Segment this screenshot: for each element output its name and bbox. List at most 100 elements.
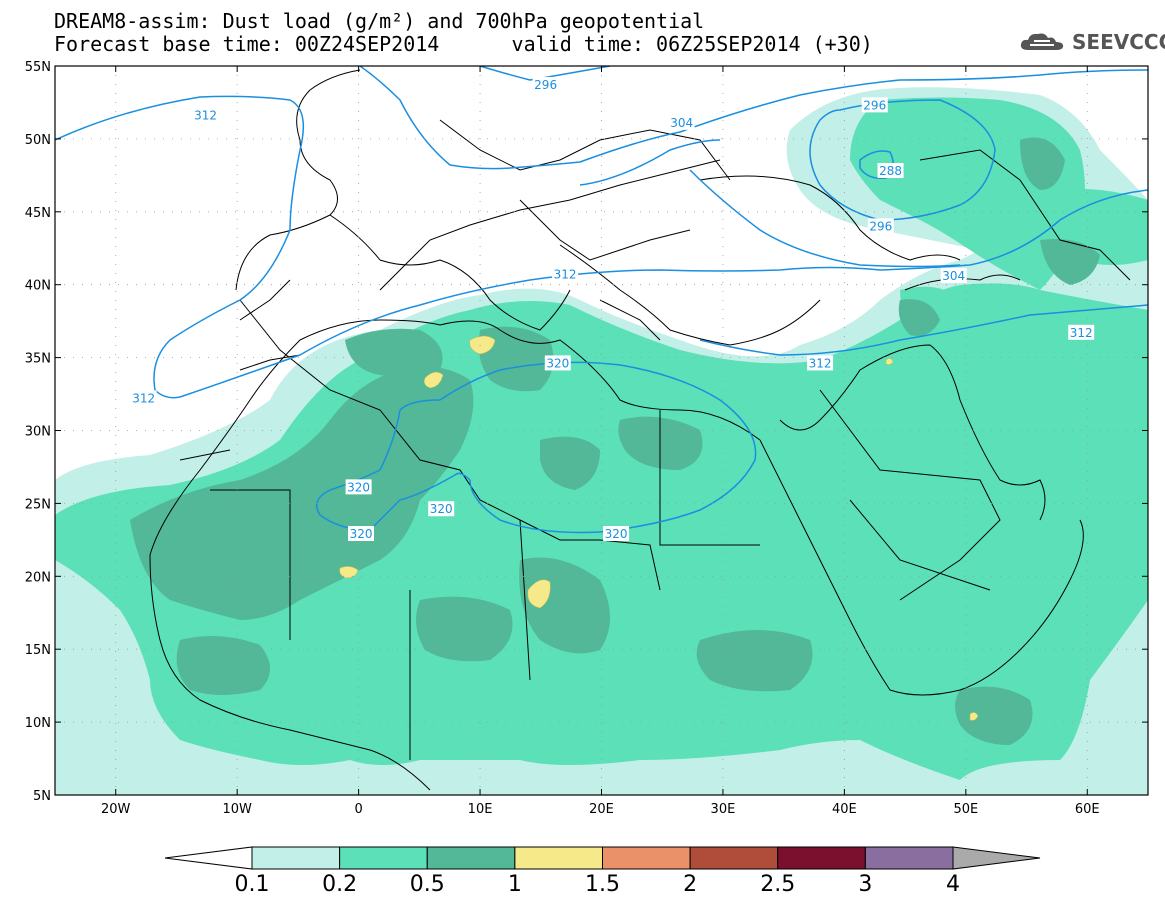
dust-high-layer (339, 335, 979, 721)
contour-label-background (867, 218, 894, 234)
contour-label: 304 (940, 267, 967, 283)
logo-text: SEEVCCC (1072, 30, 1165, 54)
colorbar-arrow-low (164, 846, 253, 870)
colorbar-tick-label: 0.1 (235, 872, 270, 897)
colorbar-tick-label: 2 (683, 872, 697, 897)
colorbar-tick-label: 1 (508, 872, 522, 897)
contour-label-background (668, 114, 695, 130)
lat-tick-label: 30N (25, 425, 51, 440)
lat-tick-label: 40N (25, 279, 51, 294)
contour-label: 312 (807, 355, 834, 371)
contour-label: 304 (668, 114, 695, 130)
contour-label: 296 (532, 76, 559, 92)
contour-label-background (940, 267, 967, 283)
contour-label: 320 (603, 526, 630, 542)
contour-label-text: 320 (350, 527, 373, 541)
cloud-icon (1020, 33, 1064, 50)
contour-label-text: 320 (546, 356, 569, 370)
lon-tick-label: 20E (589, 802, 614, 817)
lat-tick-label: 50N (25, 133, 51, 148)
colorbar-segment (339, 846, 428, 870)
contour-label-text: 312 (1070, 326, 1093, 340)
lat-tick-label: 20N (25, 570, 51, 585)
colorbar-tick-label: 1.5 (585, 872, 620, 897)
colorbar-arrow-high (952, 846, 1041, 870)
colorbar-tick-label: 3 (858, 872, 872, 897)
dust-dark-layer (130, 137, 1100, 745)
contour-label-text: 320 (347, 480, 370, 494)
longitude-axis: 20W 10W 0 10E 20E 30E 40E 50E 60E (101, 66, 1100, 817)
contour-label-background (348, 526, 375, 542)
colorbar-segment (514, 846, 603, 870)
map-plot-area (55, 66, 1148, 795)
lon-tick-label: 50E (953, 802, 978, 817)
lon-tick-label: 30E (711, 802, 736, 817)
colorbar-tick-label: 2.5 (760, 872, 795, 897)
contour-label: 320 (428, 501, 455, 517)
colorbar-tick-label: 0.5 (410, 872, 445, 897)
colorbar-segment (777, 846, 866, 870)
contour-label: 320 (348, 526, 375, 542)
contour-label-text: 296 (869, 219, 892, 233)
contour-label-text: 312 (194, 109, 217, 123)
contour-label: 312 (552, 266, 579, 282)
contour-label-text: 296 (534, 78, 557, 92)
contour-label-background (428, 501, 455, 517)
contour-label-text: 312 (809, 356, 832, 370)
contour-label-text: 304 (670, 116, 693, 130)
lat-tick-label: 45N (25, 206, 51, 221)
contour-label-background (861, 97, 888, 113)
colorbar-segment (602, 846, 691, 870)
lon-tick-label: 60E (1075, 802, 1100, 817)
lat-tick-label: 35N (25, 352, 51, 367)
colorbar-segment (426, 846, 516, 870)
contour-label: 288 (877, 162, 904, 178)
contour-label-background (192, 107, 219, 123)
contour-label-background (345, 479, 372, 495)
lon-tick-label: 0 (354, 802, 362, 817)
colorbar-segment (864, 846, 954, 870)
contour-label-background (603, 526, 630, 542)
lat-tick-label: 55N (25, 60, 51, 75)
contour-label-text: 296 (863, 98, 886, 112)
contour-label-background (532, 76, 559, 92)
geopotential-contours (55, 66, 1148, 534)
colorbar-segment (689, 846, 779, 870)
lat-tick-label: 10N (25, 716, 51, 731)
contour-label: 296 (861, 97, 888, 113)
contour-label-background (552, 266, 579, 282)
contour-label: 320 (544, 355, 571, 371)
colorbar-tick-label: 4 (946, 872, 960, 897)
lon-tick-label: 40E (832, 802, 857, 817)
lon-tick-label: 10W (222, 802, 252, 817)
contour-label: 312 (192, 107, 219, 123)
contour-label: 312 (1068, 324, 1095, 340)
contour-label-text: 320 (605, 527, 628, 541)
lon-tick-label: 10E (468, 802, 493, 817)
lat-tick-label: 15N (25, 643, 51, 658)
contour-label-text: 288 (879, 164, 902, 178)
contour-label-text: 312 (554, 267, 577, 281)
lon-tick-label: 20W (101, 802, 131, 817)
lat-tick-label: 5N (33, 789, 51, 804)
contour-label: 296 (867, 218, 894, 234)
contour-label: 320 (345, 479, 372, 495)
seevccc-logo: SEEVCCC (1018, 30, 1165, 54)
contour-label-background (130, 390, 157, 406)
latitude-axis: 55N 50N 45N 40N 35N 30N 25N 20N 15N 10N 5N (25, 60, 1148, 804)
contour-label-text: 304 (942, 269, 965, 283)
contour-label-background (877, 162, 904, 178)
map-title: DREAM8-assim: Dust load (g/m²) and 700hP… (54, 9, 705, 33)
contour-label-background (807, 355, 834, 371)
colorbar-segment (251, 846, 341, 870)
contour-labels: 312 296 304 296 288 296 304 312 312 312 312 320 320 3… (130, 76, 1095, 542)
contour-label-background (1068, 324, 1095, 340)
forecast-time-subtitle: Forecast base time: 00Z24SEP2014 valid t… (54, 32, 873, 56)
colorbar-tick-label: 0.2 (322, 872, 357, 897)
contour-label-text: 320 (430, 502, 453, 516)
contour-label-background (544, 355, 571, 371)
colorbar: 0.1 0.2 0.5 1 1.5 2 2.5 3 4 (164, 846, 1041, 897)
contour-label: 312 (130, 390, 157, 406)
contour-label-text: 312 (132, 391, 155, 405)
